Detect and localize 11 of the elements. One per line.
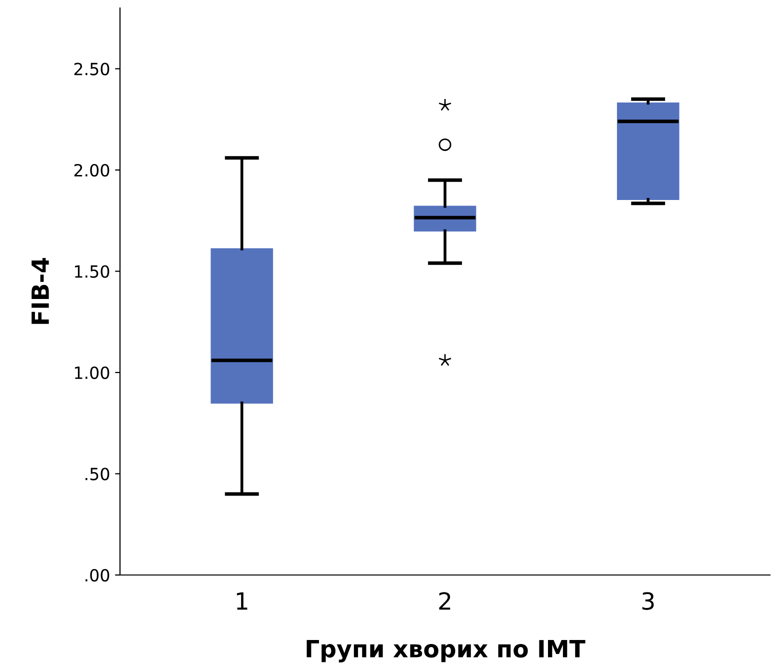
x-tick-label: 1 [236, 592, 248, 610]
x-tick-label: 2 [439, 592, 450, 610]
x-tick-label: 3 [642, 592, 654, 610]
y-tick-label: .00 [86, 568, 110, 582]
x-axis-title: Групи хворих по ІМТ [306, 640, 586, 662]
y-tick-label: 2.50 [74, 62, 110, 76]
y-tick-label: 1.00 [75, 366, 110, 380]
y-tick-label: 1.50 [75, 265, 110, 278]
y-axis-title: FIB-4 [32, 258, 49, 324]
y-tick-label: .50 [86, 468, 110, 480]
y-tick-label: 2.00 [74, 164, 110, 177]
